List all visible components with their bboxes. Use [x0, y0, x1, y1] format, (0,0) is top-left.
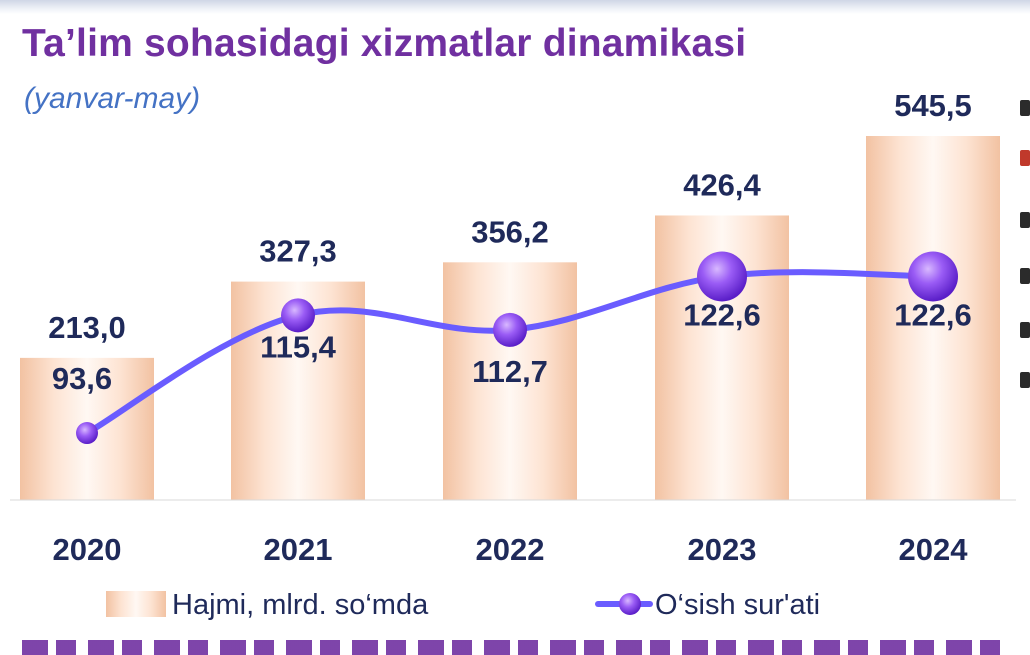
x-tick-label-2024: 2024	[899, 532, 969, 567]
bar-2022	[443, 262, 577, 500]
bar-value-label-2022: 356,2	[471, 214, 549, 249]
cropped-next-heading	[0, 638, 1030, 655]
legend-bar-swatch	[106, 591, 166, 617]
chart-canvas: 213,0 327,3 356,2 426,4 545,5 93,6 115,4 112,7 1…	[10, 88, 1016, 621]
bar-value-label-2023: 426,4	[683, 167, 761, 202]
bar-value-label-2021: 327,3	[259, 234, 337, 269]
legend-bar-label: Hajmi, mlrd. so‘mda	[172, 589, 429, 621]
chart-title: Ta’lim sohasidagi xizmatlar dinamikasi	[22, 22, 747, 65]
growth-value-label-2022: 112,7	[472, 354, 548, 389]
bar-value-label-2024: 545,5	[894, 88, 972, 123]
cropped-side-text	[1016, 96, 1030, 396]
growth-value-label-2023: 122,6	[683, 297, 761, 332]
x-tick-label-2023: 2023	[688, 532, 757, 567]
bar-value-label-2020: 213,0	[48, 310, 126, 345]
growth-marker-2021	[281, 298, 315, 333]
x-tick-label-2022: 2022	[476, 532, 545, 567]
growth-value-label-2020: 93,6	[52, 361, 112, 396]
growth-value-label-2021: 115,4	[260, 329, 337, 364]
chart-subtitle: (yanvar-may)	[24, 82, 201, 115]
legend-line-marker	[619, 593, 641, 615]
x-tick-label-2020: 2020	[53, 532, 122, 567]
legend-line-label: O‘sish sur'ati	[655, 589, 820, 621]
x-tick-label-2021: 2021	[264, 532, 333, 567]
top-decor-strip	[0, 0, 1030, 14]
bar-2024	[866, 136, 1000, 500]
growth-marker-2023	[697, 251, 747, 302]
growth-marker-2022	[493, 312, 527, 347]
growth-value-label-2024: 122,6	[894, 297, 972, 332]
growth-marker-2020	[76, 422, 98, 445]
growth-marker-2024	[908, 251, 958, 302]
